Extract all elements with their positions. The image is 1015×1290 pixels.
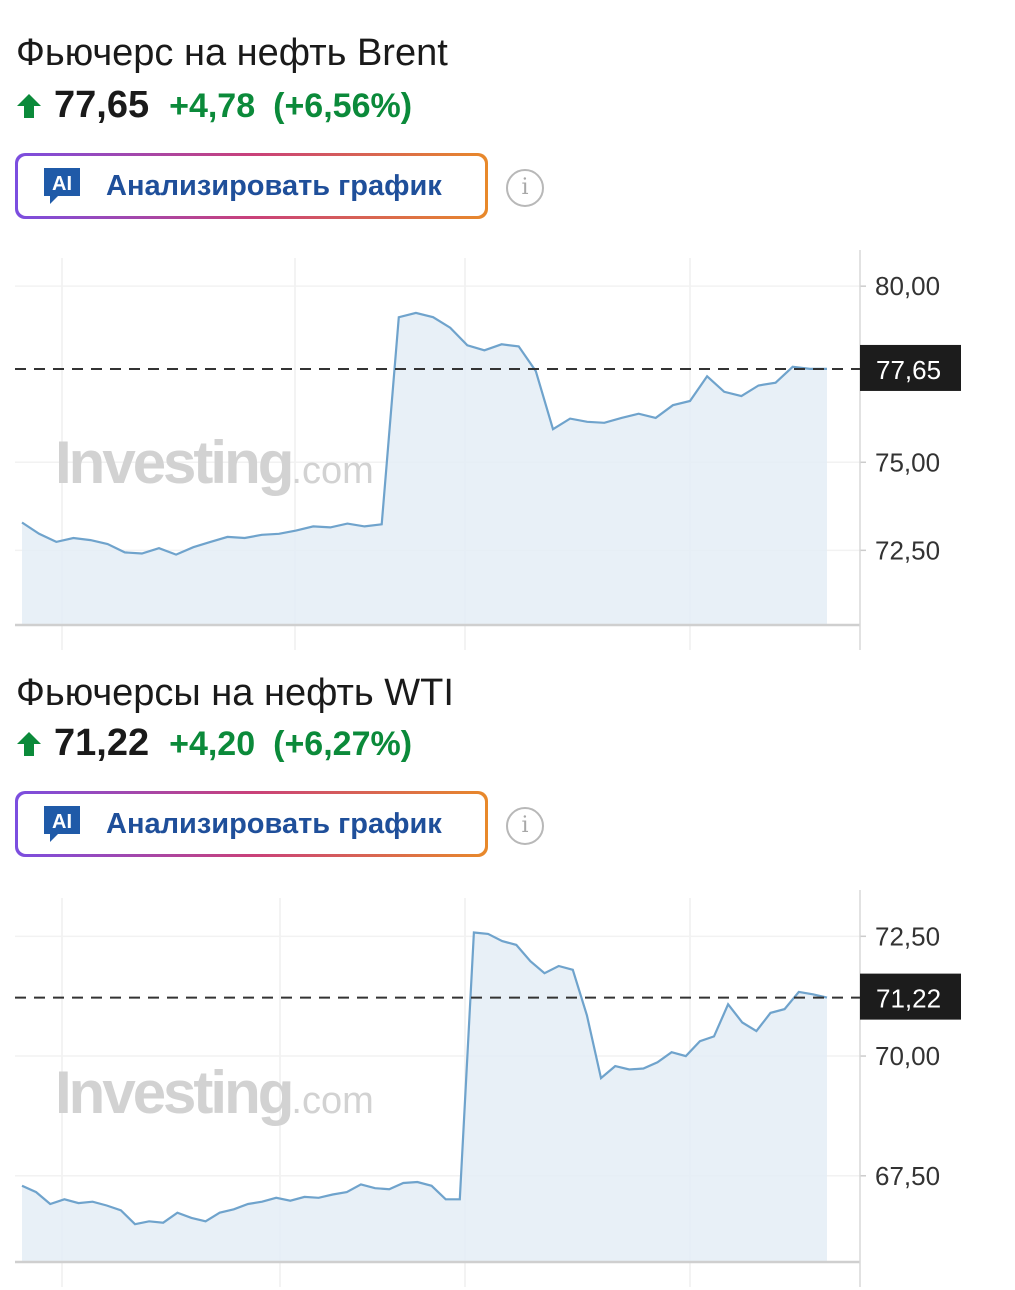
y-tick-label: 72,50 bbox=[875, 921, 940, 951]
current-price-label: 71,22 bbox=[876, 984, 941, 1014]
price-change: +4,78 bbox=[169, 87, 255, 126]
arrow-up-icon bbox=[16, 731, 42, 757]
svg-text:AI: AI bbox=[52, 173, 72, 195]
info-icon[interactable]: i bbox=[506, 169, 544, 207]
analyze-chart-label: Анализировать график bbox=[106, 808, 442, 841]
price-change-percent: (+6,27%) bbox=[273, 725, 412, 764]
quote-row: 71,22 +4,20 (+6,27%) bbox=[16, 722, 430, 765]
price-change: +4,20 bbox=[169, 725, 255, 764]
svg-text:AI: AI bbox=[52, 811, 72, 833]
analyze-chart-button[interactable]: AI Анализировать график bbox=[15, 153, 488, 219]
price-change-percent: (+6,56%) bbox=[273, 87, 412, 126]
y-tick-label: 67,50 bbox=[875, 1161, 940, 1191]
analyze-chart-label: Анализировать график bbox=[106, 170, 442, 203]
investing-watermark-logo: Investing.com bbox=[55, 429, 374, 496]
investing-watermark-logo: Investing.com bbox=[55, 1059, 374, 1126]
ai-chat-icon: AI bbox=[42, 804, 82, 844]
info-icon[interactable]: i bbox=[506, 807, 544, 845]
quote-row: 77,65 +4,78 (+6,56%) bbox=[16, 84, 430, 127]
analyze-chart-button[interactable]: AI Анализировать график bbox=[15, 791, 488, 857]
y-tick-label: 72,50 bbox=[875, 535, 940, 565]
price-chart-wti: 67,50 70,00 72,50 Investing.com 71,22 bbox=[0, 890, 1015, 1290]
arrow-up-icon bbox=[16, 93, 42, 119]
last-price: 71,22 bbox=[54, 722, 149, 765]
current-price-label: 77,65 bbox=[876, 355, 941, 385]
instrument-wti: Фьючерсы на нефть WTI 71,22 +4,20 (+6,27… bbox=[0, 650, 1015, 1280]
y-tick-label: 70,00 bbox=[875, 1041, 940, 1071]
y-tick-label: 75,00 bbox=[875, 447, 940, 477]
y-tick-label: 80,00 bbox=[875, 271, 940, 301]
ai-chat-icon: AI bbox=[42, 166, 82, 206]
last-price: 77,65 bbox=[54, 84, 149, 127]
instrument-title: Фьючерс на нефть Brent bbox=[16, 32, 448, 75]
instrument-brent: Фьючерс на нефть Brent 77,65 +4,78 (+6,5… bbox=[0, 0, 1015, 650]
price-chart-brent: 72,50 75,00 80,00 Investing.com 77,65 bbox=[0, 250, 1015, 650]
instrument-title: Фьючерсы на нефть WTI bbox=[16, 672, 454, 715]
